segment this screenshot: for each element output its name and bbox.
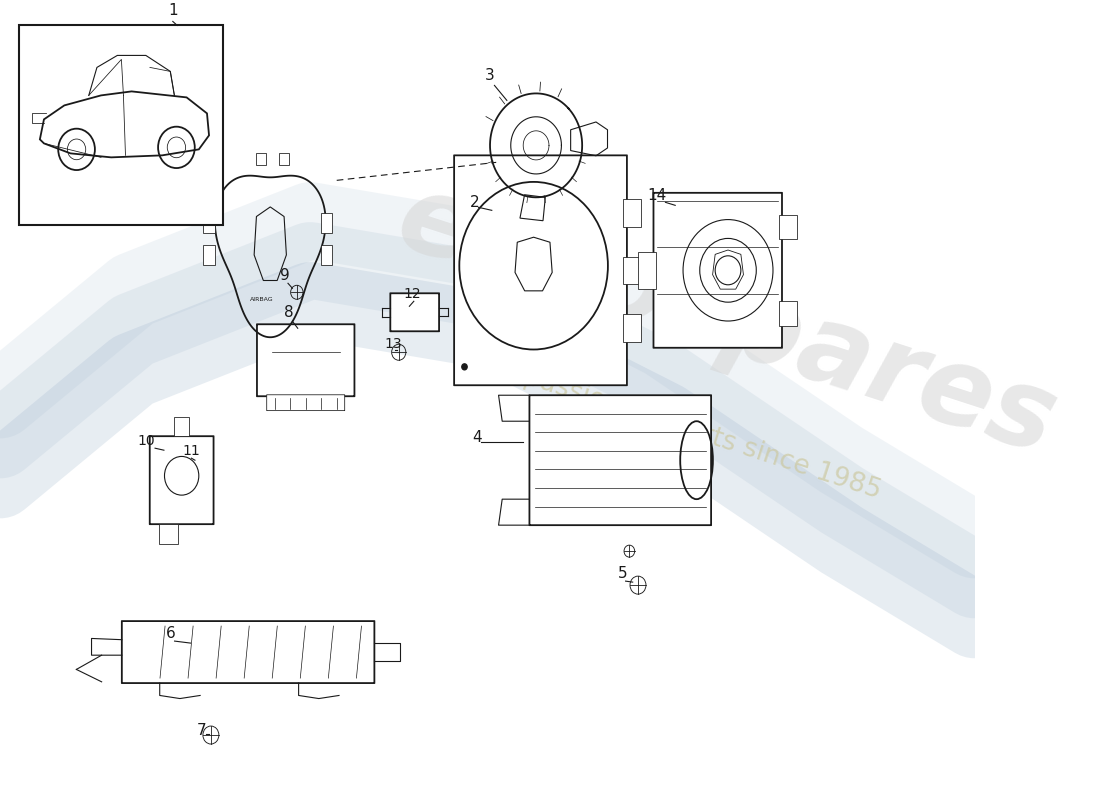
- Bar: [256, 153, 266, 166]
- Bar: [160, 524, 178, 543]
- FancyBboxPatch shape: [150, 436, 213, 524]
- Text: 7: 7: [197, 723, 207, 738]
- Text: eurospares: eurospares: [384, 164, 1069, 477]
- FancyBboxPatch shape: [122, 621, 374, 683]
- Bar: [204, 214, 214, 233]
- FancyBboxPatch shape: [529, 395, 711, 525]
- Text: 12: 12: [404, 287, 421, 302]
- Bar: [279, 153, 288, 166]
- Circle shape: [462, 364, 468, 370]
- Text: 11: 11: [183, 444, 200, 458]
- Text: 1: 1: [168, 3, 177, 18]
- Bar: [624, 257, 640, 284]
- Bar: [174, 417, 189, 436]
- Text: 14: 14: [647, 188, 667, 203]
- Text: 9: 9: [280, 268, 289, 283]
- FancyBboxPatch shape: [257, 324, 354, 396]
- Bar: [321, 214, 332, 233]
- Text: AIRBAG: AIRBAG: [250, 298, 273, 302]
- FancyBboxPatch shape: [390, 294, 439, 331]
- Bar: [204, 246, 214, 265]
- FancyBboxPatch shape: [653, 193, 782, 348]
- FancyBboxPatch shape: [266, 394, 344, 410]
- Text: 5: 5: [617, 566, 627, 581]
- Text: 8: 8: [284, 306, 294, 320]
- Text: 4: 4: [472, 430, 482, 446]
- Bar: [780, 214, 798, 239]
- Bar: [638, 252, 656, 289]
- Bar: [321, 246, 332, 265]
- Text: 2: 2: [470, 195, 480, 210]
- Bar: [780, 302, 798, 326]
- Bar: [624, 199, 640, 226]
- Text: 6: 6: [166, 626, 176, 641]
- Text: 3: 3: [485, 69, 495, 83]
- FancyBboxPatch shape: [454, 155, 627, 386]
- Bar: [20, 26, 223, 226]
- Text: a passion for parts since 1985: a passion for parts since 1985: [497, 356, 884, 504]
- Text: 13: 13: [385, 338, 403, 351]
- Bar: [624, 314, 640, 342]
- Text: 10: 10: [138, 434, 155, 448]
